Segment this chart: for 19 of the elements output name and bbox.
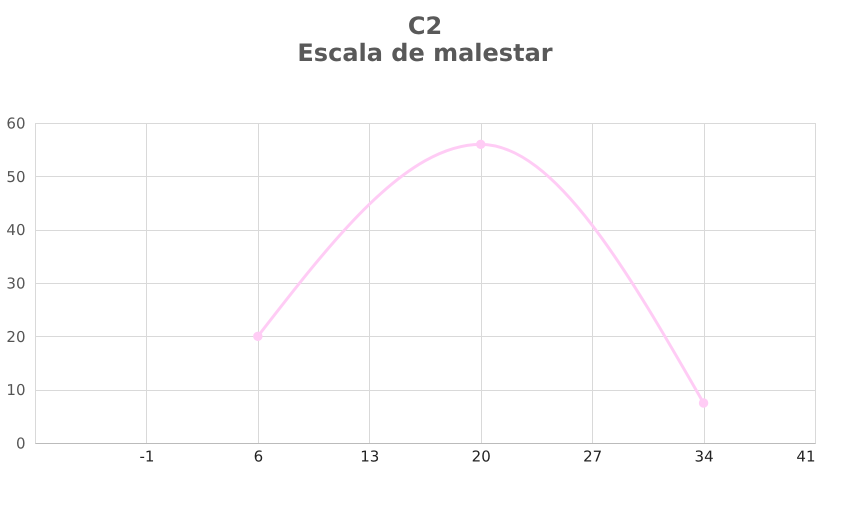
x-tick-label: -1	[139, 448, 154, 466]
x-tick-label: 41	[796, 448, 816, 466]
y-tick-label: 50	[6, 168, 26, 186]
point	[698, 398, 708, 408]
x-tick-label: 13	[360, 448, 380, 466]
point	[253, 332, 263, 342]
y-tick-label: 30	[6, 274, 26, 292]
x-tick-label: 20	[472, 448, 491, 466]
y-tick-label: 20	[6, 328, 26, 346]
point	[476, 140, 486, 150]
chart-subtitle: Escala de malestar	[297, 39, 553, 67]
y-tick-label: 40	[6, 221, 26, 240]
chart-title: C2	[408, 12, 442, 40]
y-tick-label: 0	[16, 434, 26, 452]
x-tick-label: 27	[583, 448, 602, 466]
y-tick-label: 60	[6, 114, 26, 132]
x-tick-label: 34	[694, 448, 714, 466]
y-tick-label: 10	[6, 381, 26, 400]
x-tick-label: 6	[254, 448, 264, 466]
